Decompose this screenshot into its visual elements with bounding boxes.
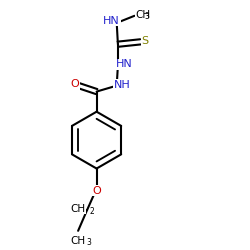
Text: O: O [70,80,79,90]
Text: 2: 2 [90,207,95,216]
Text: CH: CH [70,236,85,246]
Text: HN: HN [116,59,132,69]
Text: CH: CH [71,204,86,214]
Text: NH: NH [114,80,130,90]
Text: S: S [142,36,149,46]
Text: HN: HN [103,16,120,26]
Text: O: O [92,186,101,196]
Text: CH: CH [136,10,151,20]
Text: 3: 3 [145,12,150,21]
Text: 3: 3 [86,238,91,247]
